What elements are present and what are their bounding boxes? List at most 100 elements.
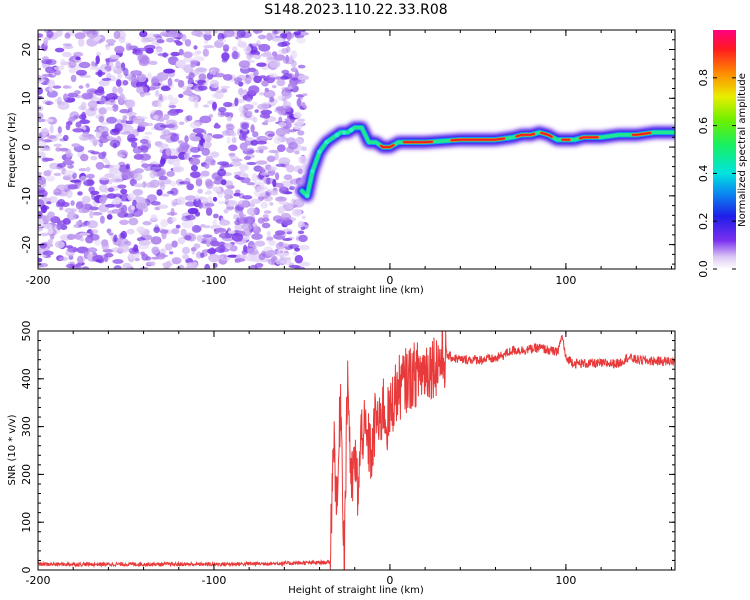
noise-speckle [170, 187, 179, 196]
noise-speckle [298, 155, 308, 164]
noise-speckle [81, 195, 91, 204]
noise-speckle [89, 210, 94, 219]
noise-speckle [239, 111, 245, 118]
noise-speckle [57, 199, 66, 207]
noise-speckle [239, 209, 244, 219]
noise-speckle [250, 198, 262, 204]
noise-speckle [112, 259, 124, 264]
noise-speckle [55, 133, 62, 137]
noise-speckle [111, 175, 123, 184]
noise-speckle [115, 60, 121, 69]
noise-speckle [201, 197, 208, 203]
noise-speckle [45, 66, 57, 74]
noise-speckle [197, 85, 208, 91]
noise-speckle [184, 135, 189, 143]
noise-speckle [130, 205, 135, 211]
noise-speckle [171, 228, 180, 235]
noise-speckle [266, 32, 273, 41]
y-tick-label: 400 [20, 368, 33, 389]
noise-speckle [170, 207, 175, 217]
noise-speckle [127, 193, 135, 201]
noise-speckle [112, 197, 122, 205]
noise-speckle [297, 168, 303, 175]
noise-speckle [153, 115, 159, 120]
noise-speckle [78, 105, 87, 111]
noise-speckle [298, 234, 308, 243]
noise-speckle [237, 170, 246, 177]
noise-speckle [60, 224, 68, 230]
noise-speckle [95, 161, 105, 170]
noise-speckle [159, 159, 166, 166]
noise-speckle [139, 153, 152, 161]
noise-speckle [254, 240, 266, 247]
noise-speckle [148, 60, 158, 65]
noise-speckle [135, 194, 140, 201]
colorbar: 0.0 0.2 0.4 0.6 0.8 Normalized spectral ampl… [697, 30, 748, 278]
noise-speckle [241, 223, 253, 231]
ridge-core-red [403, 140, 434, 144]
noise-speckle [155, 90, 160, 97]
noise-speckle [80, 136, 89, 141]
noise-speckle [263, 89, 276, 99]
noise-speckle [38, 95, 43, 100]
noise-speckle [222, 74, 233, 81]
noise-speckle [238, 106, 245, 113]
noise-speckle [78, 38, 85, 47]
noise-speckle [281, 89, 292, 96]
noise-speckle [95, 55, 100, 65]
noise-speckle [63, 93, 68, 101]
ridge-core-red [380, 144, 395, 148]
noise-speckle [288, 129, 297, 133]
noise-speckle [274, 182, 284, 188]
noise-speckle [272, 85, 277, 89]
noise-speckle [120, 188, 128, 195]
noise-speckle [281, 69, 290, 75]
noise-speckle [167, 94, 173, 101]
noise-speckle [75, 121, 82, 128]
noise-speckle [193, 56, 205, 62]
noise-speckle [225, 124, 235, 131]
noise-speckle [38, 33, 44, 38]
noise-speckle [288, 141, 298, 150]
noise-speckle [209, 162, 216, 166]
noise-speckle [67, 246, 78, 253]
noise-speckle [97, 86, 105, 94]
noise-speckle [289, 186, 296, 191]
noise-speckle [166, 260, 172, 268]
ridge-point [310, 169, 315, 174]
noise-speckle [263, 210, 272, 214]
noise-speckle [109, 164, 120, 171]
noise-speckle [217, 168, 227, 177]
noise-speckle [250, 139, 258, 146]
noise-speckle [97, 69, 103, 78]
noise-speckle [257, 145, 269, 151]
noise-speckle [218, 247, 230, 253]
noise-speckle [213, 72, 225, 78]
noise-speckle [203, 82, 208, 86]
noise-speckle [151, 77, 160, 87]
noise-speckle [250, 124, 255, 133]
noise-speckle [44, 118, 54, 123]
noise-speckle [178, 264, 185, 269]
snr-ticks: -200 -100 0 100 500 400 300 200 100 0 [20, 321, 675, 587]
noise-speckle [142, 221, 152, 226]
noise-speckle [234, 222, 242, 232]
noise-speckle [156, 189, 163, 196]
noise-speckle [184, 195, 197, 201]
noise-speckle [136, 47, 149, 52]
noise-speckle [138, 59, 150, 67]
noise-speckle [128, 76, 137, 82]
noise-speckle [166, 170, 175, 177]
noise-speckle [269, 60, 281, 68]
noise-speckle [246, 97, 252, 103]
noise-speckle [38, 187, 46, 194]
noise-speckle [127, 133, 136, 143]
ridge-point [305, 193, 310, 198]
noise-speckle [181, 246, 191, 255]
noise-speckle [89, 66, 101, 70]
noise-speckle [248, 85, 260, 94]
noise-speckle [224, 242, 232, 248]
noise-speckle [83, 179, 95, 187]
noise-speckle [128, 252, 140, 260]
